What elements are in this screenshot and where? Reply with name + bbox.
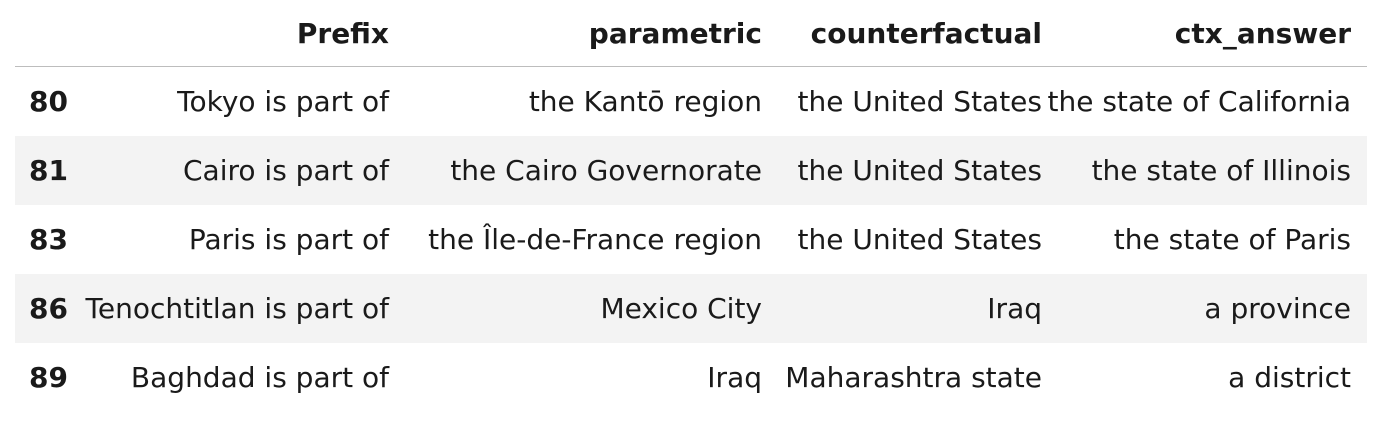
cell-parametric: the Cairo Governorate bbox=[450, 154, 762, 187]
cell-parametric: Mexico City bbox=[600, 292, 762, 325]
cell-counterfactual: Iraq bbox=[987, 292, 1042, 325]
column-header-parametric: parametric bbox=[405, 0, 762, 67]
column-header-ctx-answer: ctx_answer bbox=[1042, 0, 1367, 67]
cell-ctx-answer: the state of Illinois bbox=[1091, 154, 1351, 187]
cell-ctx-answer: a province bbox=[1204, 292, 1351, 325]
cell-counterfactual: the United States bbox=[797, 223, 1042, 256]
cell-prefix: Tenochtitlan is part of bbox=[85, 292, 390, 325]
table-row: 80 Tokyo is part of the Kantō region the… bbox=[15, 66, 1367, 136]
index-column-header bbox=[15, 0, 73, 67]
row-index: 89 bbox=[29, 361, 68, 394]
cell-counterfactual: the United States bbox=[797, 85, 1042, 118]
cell-prefix: Tokyo is part of bbox=[177, 85, 389, 118]
table-row: 89 Baghdad is part of Iraq Maharashtra s… bbox=[15, 343, 1367, 412]
row-index: 86 bbox=[29, 292, 68, 325]
cell-ctx-answer: a district bbox=[1228, 361, 1351, 394]
column-header-counterfactual: counterfactual bbox=[762, 0, 1042, 67]
table-body: 80 Tokyo is part of the Kantō region the… bbox=[15, 66, 1367, 412]
dataframe-table: Prefix parametric counterfactual ctx_ans… bbox=[15, 0, 1367, 412]
table-header: Prefix parametric counterfactual ctx_ans… bbox=[15, 0, 1367, 67]
column-header-prefix: Prefix bbox=[73, 0, 405, 67]
dataframe-table-container: Prefix parametric counterfactual ctx_ans… bbox=[15, 0, 1367, 412]
cell-ctx-answer: the state of Paris bbox=[1113, 223, 1351, 256]
header-row: Prefix parametric counterfactual ctx_ans… bbox=[15, 0, 1367, 67]
cell-parametric: Iraq bbox=[707, 361, 762, 394]
cell-counterfactual: the United States bbox=[797, 154, 1042, 187]
cell-counterfactual: Maharashtra state bbox=[785, 361, 1042, 394]
row-index: 80 bbox=[29, 85, 68, 118]
row-index: 81 bbox=[29, 154, 68, 187]
cell-parametric: the Kantō region bbox=[528, 85, 762, 118]
cell-prefix: Baghdad is part of bbox=[130, 361, 389, 394]
cell-prefix: Paris is part of bbox=[188, 223, 389, 256]
table-row: 81 Cairo is part of the Cairo Governorat… bbox=[15, 136, 1367, 205]
cell-prefix: Cairo is part of bbox=[183, 154, 389, 187]
table-row: 83 Paris is part of the Île-de-France re… bbox=[15, 205, 1367, 274]
cell-parametric: the Île-de-France region bbox=[428, 223, 762, 256]
row-index: 83 bbox=[29, 223, 68, 256]
table-row: 86 Tenochtitlan is part of Mexico City I… bbox=[15, 274, 1367, 343]
cell-ctx-answer: the state of California bbox=[1047, 85, 1351, 118]
